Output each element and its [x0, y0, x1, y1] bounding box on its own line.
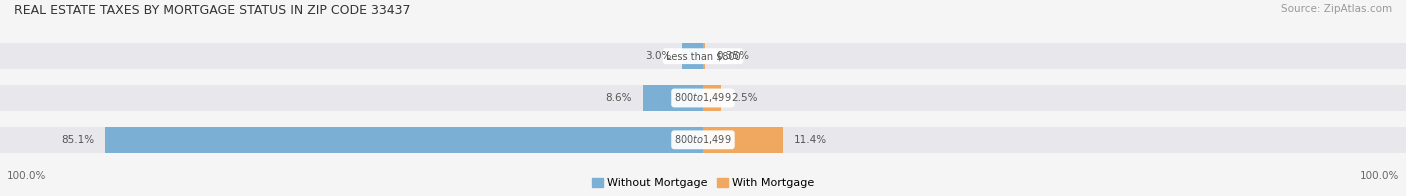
Bar — [0, 85, 1406, 111]
Text: 11.4%: 11.4% — [793, 135, 827, 145]
Text: 100.0%: 100.0% — [1360, 171, 1399, 181]
Text: $800 to $1,499: $800 to $1,499 — [675, 133, 731, 146]
Text: 8.6%: 8.6% — [606, 93, 633, 103]
Text: $800 to $1,499: $800 to $1,499 — [675, 92, 731, 104]
Bar — [105, 127, 703, 153]
Bar — [682, 43, 703, 69]
Bar — [0, 127, 1406, 153]
Bar — [703, 43, 706, 69]
Text: Less than $800: Less than $800 — [665, 51, 741, 61]
Bar — [0, 43, 1406, 69]
Bar — [703, 85, 721, 111]
Text: 100.0%: 100.0% — [7, 171, 46, 181]
Text: 3.0%: 3.0% — [645, 51, 672, 61]
Text: 85.1%: 85.1% — [60, 135, 94, 145]
Text: Source: ZipAtlas.com: Source: ZipAtlas.com — [1281, 4, 1392, 14]
Bar — [703, 127, 783, 153]
Bar — [643, 85, 703, 111]
Text: 2.5%: 2.5% — [731, 93, 758, 103]
Legend: Without Mortgage, With Mortgage: Without Mortgage, With Mortgage — [592, 178, 814, 189]
Text: 0.35%: 0.35% — [716, 51, 749, 61]
Text: REAL ESTATE TAXES BY MORTGAGE STATUS IN ZIP CODE 33437: REAL ESTATE TAXES BY MORTGAGE STATUS IN … — [14, 4, 411, 17]
